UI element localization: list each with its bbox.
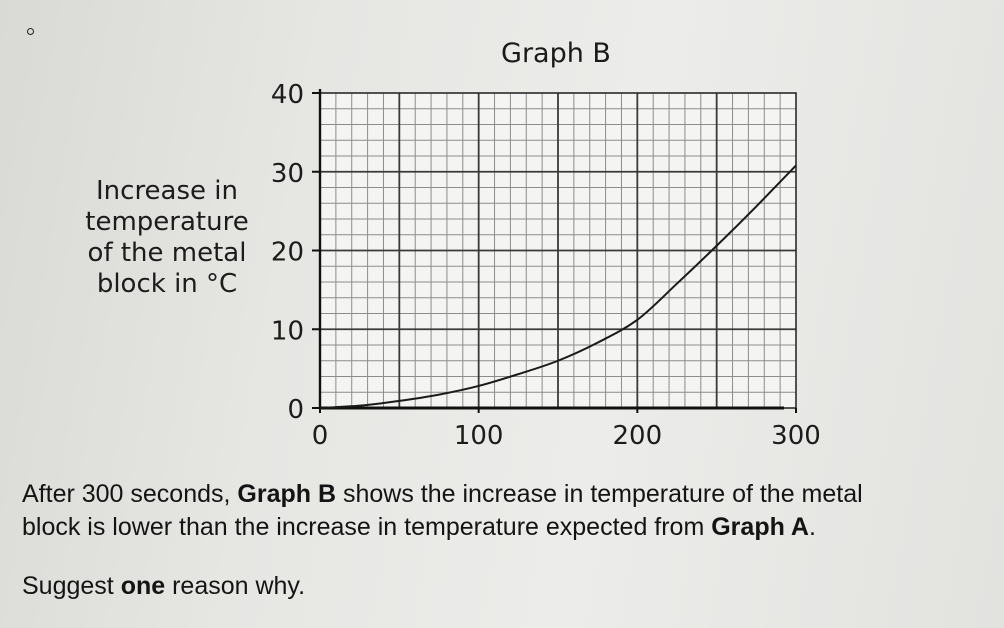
x-tick-label: 0 (312, 421, 329, 451)
y-tick-label: 30 (271, 159, 304, 189)
y-tick-label: 0 (287, 395, 304, 425)
y-axis-label-line: block in °C (96, 269, 238, 299)
y-axis-label-line: temperature (85, 207, 249, 237)
y-axis-label-line: of the metal (87, 238, 247, 268)
tick-marks (312, 92, 797, 413)
question-text-part: shows the increase in temperature of the… (336, 480, 863, 508)
y-tick-label: 20 (271, 238, 304, 268)
prompt-text-part: Suggest (22, 572, 121, 600)
x-tick-label: 200 (613, 421, 663, 451)
tick-labels: 0 10 20 30 40 0 100 200 300 (271, 80, 821, 451)
question-line: After 300 seconds, Graph B shows the inc… (22, 478, 997, 511)
y-axis-label-line: Increase in (96, 176, 238, 206)
x-tick-label: 100 (454, 421, 504, 451)
question-text-part: After 300 seconds, (22, 480, 238, 508)
data-series (319, 164, 797, 409)
graph-b-reference: Graph B (237, 480, 337, 508)
y-tick-label: 10 (271, 316, 304, 346)
major-gridlines (320, 93, 796, 408)
y-axis-label: Increase in temperature of the metal blo… (82, 176, 252, 300)
y-tick-label: 40 (271, 80, 304, 110)
question-prompt: Suggest one reason why. (22, 572, 305, 601)
graph-b-chart: 0 10 20 30 40 0 100 200 300 Graph B (271, 38, 821, 451)
prompt-text-part: reason why. (165, 572, 306, 600)
stray-dot-mark (27, 28, 34, 35)
chart-title: Graph B (501, 38, 611, 69)
x-tick-label: 300 (771, 421, 821, 451)
graph-a-reference: Graph A (711, 513, 809, 541)
prompt-emphasis: one (120, 572, 166, 600)
question-line: block is lower than the increase in temp… (22, 511, 997, 544)
question-text-part: block is lower than the increase in temp… (22, 513, 712, 541)
question-text-part: . (808, 513, 816, 541)
temperature-curve (319, 164, 797, 409)
question-text: After 300 seconds, Graph B shows the inc… (22, 478, 997, 544)
